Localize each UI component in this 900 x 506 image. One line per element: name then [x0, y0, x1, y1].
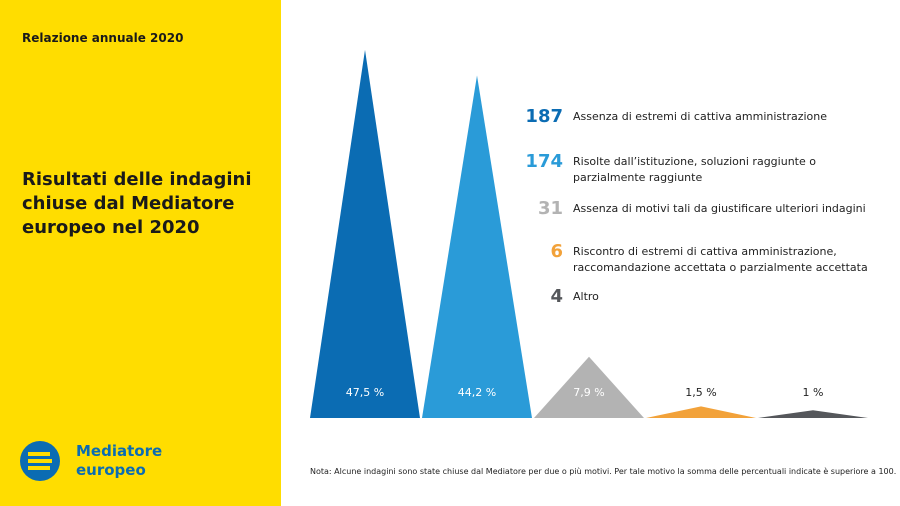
triangle: [758, 410, 868, 418]
note: Nota: Alcune indagini sono state chiuse …: [310, 467, 897, 476]
legend-item: 4 Altro: [520, 287, 890, 307]
legend-count: 174: [525, 151, 563, 172]
side-panel: [0, 0, 281, 506]
legend-item: 6 Riscontro di estremi di cattiva amminis…: [520, 242, 890, 276]
legend-label: Risolte dall’istituzione, soluzioni ragg…: [573, 155, 816, 184]
triangle: [534, 356, 644, 418]
triangle: [422, 75, 532, 418]
legend-count: 4: [550, 286, 563, 307]
legend-item: 31 Assenza di motivi tali da giustificare…: [520, 199, 890, 219]
chart: 47,5 % 44,2 % 7,9 % 1,5 % 1 %: [310, 49, 868, 418]
legend-label: Assenza di estremi di cattiva amministra…: [573, 110, 828, 123]
value-label: 1 %: [803, 386, 824, 399]
legend-item: 174 Risolte dall’istituzione, soluzioni r…: [520, 152, 890, 186]
legend-count: 6: [550, 241, 563, 262]
value-label: 7,9 %: [573, 386, 604, 399]
brand: Mediatore europeo: [76, 442, 163, 479]
triangle: [310, 49, 420, 418]
legend-label: Assenza di motivi tali da giustificare u…: [573, 202, 866, 215]
legend-item: 187 Assenza di estremi di cattiva amminis…: [520, 107, 890, 127]
logo: [20, 441, 60, 481]
legend-count: 187: [525, 106, 563, 127]
value-label: 1,5 %: [685, 386, 716, 399]
chart-title: Risultati delle indagini chiuse dal Medi…: [22, 169, 252, 238]
report-label: Relazione annuale 2020: [22, 31, 184, 45]
value-label: 44,2 %: [458, 386, 496, 399]
legend-label: Altro: [573, 290, 599, 303]
triangle: [646, 406, 756, 418]
legend-label: Riscontro di estremi di cattiva amminist…: [573, 245, 868, 274]
value-label: 47,5 %: [346, 386, 384, 399]
legend-count: 31: [537, 198, 563, 219]
